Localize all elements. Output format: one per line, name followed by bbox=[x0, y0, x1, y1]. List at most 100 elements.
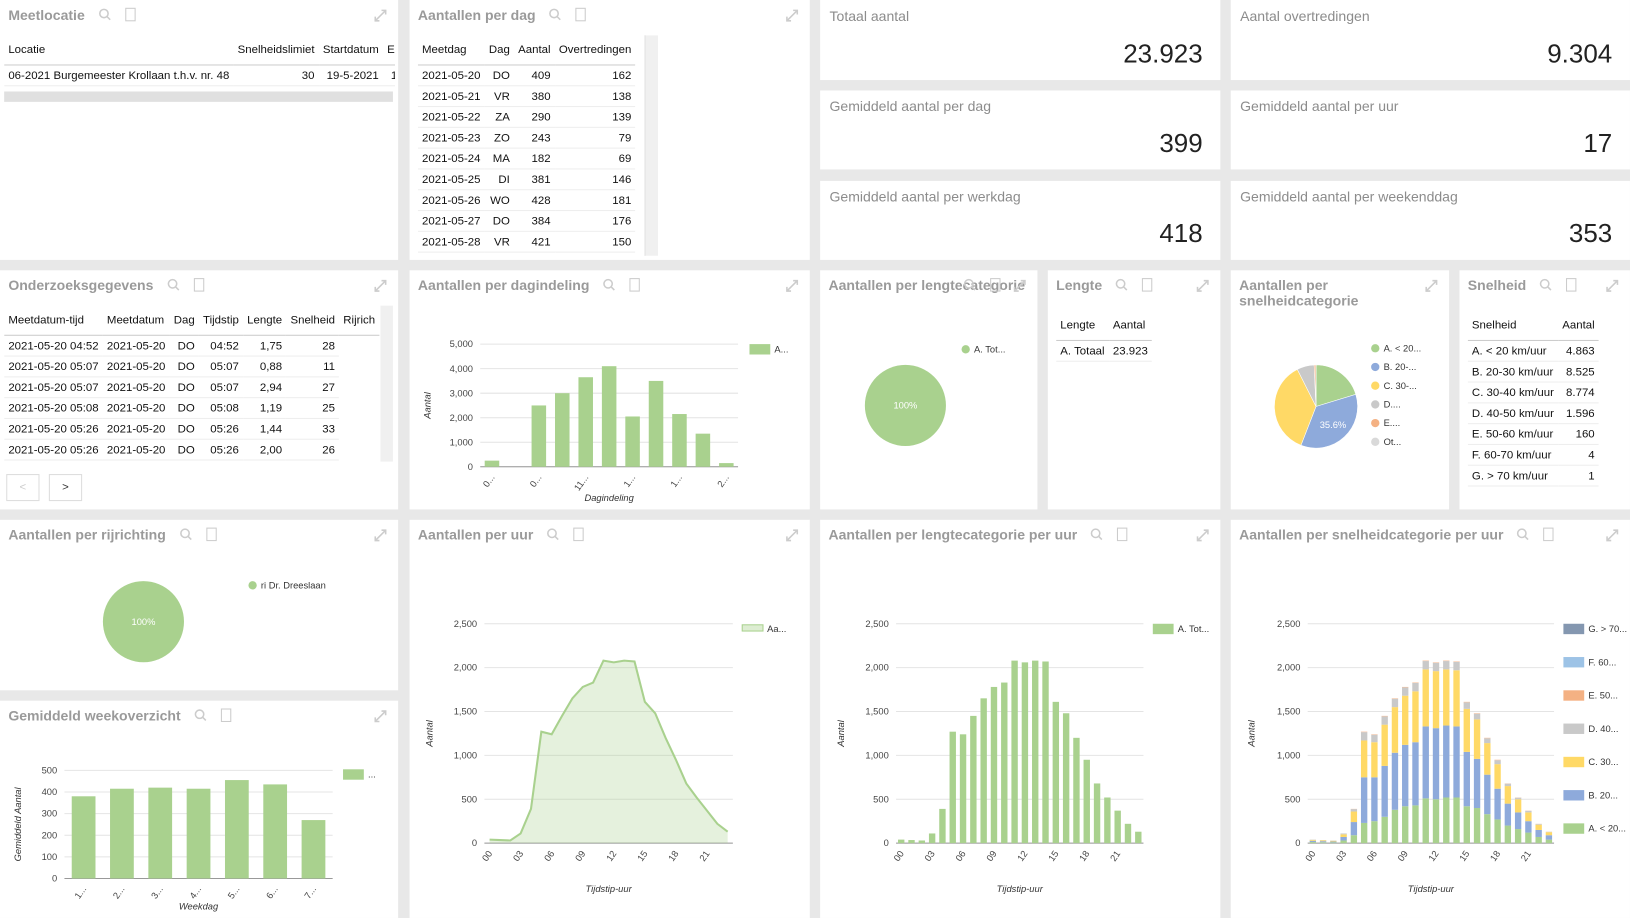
search-icon bbox=[971, 286, 976, 291]
kpi: Gemiddeld aantal per werkdag 418 bbox=[820, 180, 1221, 260]
panel-title: Onderzoeksgegevens bbox=[8, 277, 154, 294]
cell: E. 50-60 km/uur bbox=[1467, 423, 1559, 445]
legend-label: D. 40... bbox=[1588, 724, 1618, 734]
panel-title: Aantallen per lengtecategorie bbox=[828, 277, 1026, 294]
cell: MA bbox=[484, 148, 515, 170]
kpi: Totaal aantal 23.923 bbox=[820, 0, 1221, 81]
legend-swatch bbox=[1371, 381, 1380, 390]
x-tick-label: 5... bbox=[226, 884, 242, 900]
bar bbox=[1484, 814, 1491, 844]
y-tick-label: 2,500 bbox=[454, 619, 477, 629]
bar bbox=[1412, 805, 1419, 844]
bar bbox=[1432, 728, 1440, 800]
legend-label: F. 60... bbox=[1588, 657, 1616, 667]
x-axis-label: Tijdstip-uur bbox=[586, 884, 633, 894]
bar bbox=[1402, 695, 1409, 745]
cell: 2021-05-22 bbox=[417, 106, 485, 128]
cell: 0,88 bbox=[242, 356, 287, 378]
bar bbox=[1381, 816, 1388, 844]
cell: 30 bbox=[233, 64, 319, 87]
x-tick-label: 2... bbox=[111, 884, 127, 900]
bar bbox=[71, 796, 96, 879]
legend-label: E.... bbox=[1384, 418, 1401, 428]
cell: WO bbox=[484, 189, 515, 212]
line bbox=[489, 659, 729, 842]
header-row: Meetdatum-tijd Meetdatum Dag Tijdstip Lengte… bbox=[4, 305, 380, 336]
x-tick-label: 6... bbox=[264, 884, 280, 900]
export-icon bbox=[1543, 527, 1554, 542]
cell: 05:26 bbox=[198, 439, 243, 461]
bar bbox=[1104, 797, 1111, 844]
cell: VR bbox=[484, 231, 515, 253]
bar bbox=[578, 377, 593, 467]
x-tick-label: 12 bbox=[604, 849, 618, 863]
search-icon bbox=[1090, 528, 1101, 539]
bar bbox=[1011, 660, 1018, 844]
panel-title: Lengte bbox=[1056, 277, 1103, 294]
bar bbox=[1525, 821, 1532, 833]
cell: 04:52 bbox=[198, 335, 243, 357]
kpi-value: 17 bbox=[1583, 128, 1613, 159]
bar bbox=[990, 686, 998, 844]
legend-label: A... bbox=[774, 344, 788, 354]
export-icon bbox=[573, 527, 584, 542]
cell: F. 60-70 km/uur bbox=[1467, 444, 1559, 466]
cell: 2021-05-20 05:07 bbox=[4, 356, 103, 378]
bar bbox=[1422, 661, 1429, 670]
panel-icons bbox=[547, 527, 799, 542]
y-tick-label: 300 bbox=[42, 809, 58, 819]
bar bbox=[1412, 682, 1419, 692]
search-icon bbox=[1547, 286, 1552, 291]
bar bbox=[1052, 701, 1060, 844]
cell: DI bbox=[484, 168, 515, 191]
expand-icon bbox=[1196, 529, 1209, 542]
panel-icons bbox=[963, 278, 1026, 292]
row: 2021-05-27 DO 384 176 bbox=[417, 210, 636, 232]
bar bbox=[1340, 840, 1347, 844]
cell: 138 bbox=[554, 85, 636, 108]
legend-label: Aa... bbox=[767, 624, 786, 634]
cell: 146 bbox=[554, 168, 636, 191]
cell: A. Totaal bbox=[1056, 340, 1109, 362]
panel-title: Aantallen per dagindeling bbox=[417, 277, 590, 294]
bar bbox=[1535, 823, 1542, 825]
x-tick-label: 12 bbox=[1016, 849, 1030, 863]
expand-icon bbox=[1606, 279, 1619, 292]
panel-title: Snelheid bbox=[1467, 277, 1527, 294]
y-tick-label: 0 bbox=[52, 874, 57, 884]
bar bbox=[1504, 803, 1512, 826]
bar bbox=[1021, 662, 1029, 844]
cell: 2021-05-20 bbox=[102, 418, 170, 440]
search-icon bbox=[1115, 278, 1126, 289]
search-icon bbox=[99, 8, 109, 19]
x-tick-label: 4... bbox=[188, 884, 204, 900]
legend-swatch bbox=[1563, 690, 1585, 701]
panel: Gemiddeld weekoverzicht 0 100 200 300 400 500 1… bbox=[0, 700, 399, 918]
panel: Aantallen per lengtecategorie per uur 0 50… bbox=[820, 519, 1221, 918]
cell: 2021-05-26 bbox=[417, 189, 485, 212]
cell: 05:08 bbox=[198, 397, 243, 419]
panel-icons bbox=[1425, 279, 1438, 292]
bar bbox=[1319, 840, 1327, 842]
panel: Aantallen per dag Meetdag Dag Aantal Overtre… bbox=[409, 0, 810, 260]
table: Meetdatum-tijd Meetdatum Dag Tijdstip Lengte… bbox=[4, 305, 380, 461]
bar bbox=[1350, 809, 1358, 812]
legend-swatch bbox=[749, 344, 771, 355]
next-button[interactable]: > bbox=[48, 474, 83, 502]
bar bbox=[1350, 822, 1358, 836]
bar bbox=[1545, 839, 1553, 844]
prev-button[interactable]: < bbox=[6, 474, 40, 502]
pie-slice bbox=[864, 364, 946, 446]
x-tick-label: 1... bbox=[622, 473, 638, 489]
bar bbox=[908, 840, 915, 844]
x-tick-label: 15 bbox=[1046, 849, 1060, 863]
cell: 384 bbox=[514, 210, 555, 232]
bar bbox=[1463, 708, 1470, 752]
cell: 2021-05-20 bbox=[102, 397, 170, 419]
legend-label: A. Tot... bbox=[974, 344, 1006, 354]
legend-label: G. > 70... bbox=[1588, 624, 1627, 634]
table-wrap: Meetdatum-tijd Meetdatum Dag Tijdstip Lengte… bbox=[4, 305, 380, 462]
x-tick-label: 09 bbox=[573, 849, 587, 863]
bar bbox=[1360, 732, 1368, 741]
x-tick-label: 7... bbox=[303, 884, 319, 900]
